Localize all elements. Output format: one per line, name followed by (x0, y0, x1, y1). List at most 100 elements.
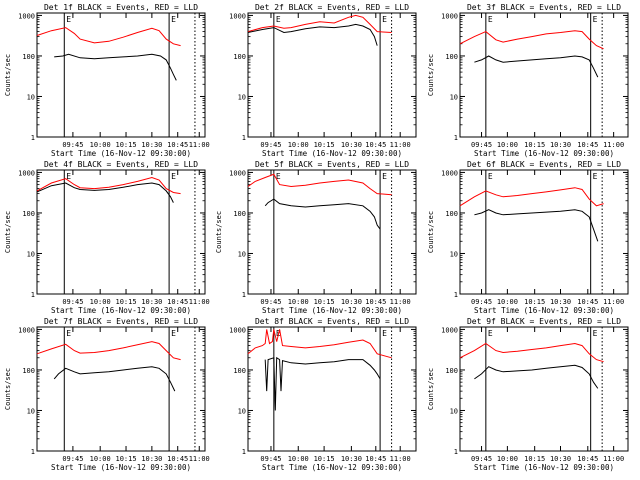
y-tick-label: 10 (27, 407, 35, 415)
x-tick-label: 10:00 (288, 455, 309, 463)
x-tick-label: 10:15 (115, 455, 136, 463)
x-tick-label: 09:45 (62, 298, 83, 306)
marker-label: E (171, 15, 176, 24)
y-axis-label: Counts/sec (427, 368, 435, 410)
series-black-events (474, 364, 599, 389)
series-red-lld (247, 14, 392, 33)
y-tick-label: 100 (445, 367, 458, 375)
y-tick-label: 100 (233, 367, 246, 375)
plot-frame (459, 326, 629, 452)
x-tick-label: 10:45 (167, 141, 188, 149)
x-tick-label: 10:15 (314, 298, 335, 306)
series-red-lld (247, 173, 392, 196)
y-tick-label: 10 (450, 93, 458, 101)
chart-title: Det 3f BLACK = Events, RED = LLD (467, 3, 621, 12)
x-tick-label: 09:45 (62, 455, 83, 463)
x-tick-label: 10:30 (341, 298, 362, 306)
x-tick-label: 09:45 (260, 455, 281, 463)
chart-panel-9: Det 9f BLACK = Events, RED = LLD 1 10 100 10… (427, 317, 629, 472)
chart-title: Det 7f BLACK = Events, RED = LLD (44, 317, 198, 326)
x-tick-label: 10:15 (524, 455, 545, 463)
marker-label: E (488, 15, 493, 24)
y-tick-label: 1 (454, 134, 458, 142)
x-axis-label: Start Time (16-Nov-12 09:30:00) (262, 306, 402, 315)
x-tick-label: 11:00 (189, 455, 210, 463)
plot-frame (36, 12, 206, 138)
y-tick-label: 100 (445, 53, 458, 61)
series-black-events (54, 53, 177, 81)
x-tick-label: 11:00 (603, 455, 624, 463)
x-tick-label: 10:00 (288, 141, 309, 149)
marker-label: E (66, 329, 71, 338)
x-tick-label: 10:45 (365, 298, 386, 306)
series-red-lld (459, 30, 604, 50)
chart-panel-4: Det 4f BLACK = Events, RED = LLD 1 10 100 10… (4, 160, 210, 315)
y-axis-label: Counts/sec (427, 211, 435, 253)
x-tick-label: 10:15 (314, 455, 335, 463)
x-tick-label: 10:30 (141, 141, 162, 149)
x-tick-label: 10:00 (497, 455, 518, 463)
y-axis-label: Counts/sec (215, 211, 223, 253)
chart-title: Det 1f BLACK = Events, RED = LLD (44, 3, 198, 12)
x-tick-label: 10:45 (577, 455, 598, 463)
x-tick-label: 10:45 (577, 298, 598, 306)
x-tick-label: 10:00 (497, 298, 518, 306)
x-tick-label: 09:45 (471, 455, 492, 463)
chart-title: Det 5f BLACK = Events, RED = LLD (255, 160, 409, 169)
x-tick-label: 09:45 (260, 298, 281, 306)
x-tick-label: 10:30 (341, 455, 362, 463)
plot-frame (247, 326, 417, 452)
x-tick-label: 09:45 (471, 141, 492, 149)
series-black-events (264, 198, 381, 230)
chart-title: Det 8f BLACK = Events, RED = LLD (255, 317, 409, 326)
series-red-lld (459, 342, 604, 363)
chart-panel-8: Det 8f BLACK = Events, RED = LLD 1 10 100 10… (229, 317, 417, 472)
series-black-events (474, 55, 599, 78)
y-tick-label: 1000 (18, 169, 35, 177)
x-tick-label: 10:45 (167, 298, 188, 306)
y-tick-label: 1 (242, 448, 246, 456)
y-tick-label: 100 (233, 53, 246, 61)
plot-frame (247, 169, 417, 295)
plot-frame (36, 326, 206, 452)
y-tick-label: 10 (238, 250, 246, 258)
y-tick-label: 1 (31, 134, 35, 142)
chart-panel-5: Det 5f BLACK = Events, RED = LLD 1 10 100 10… (215, 160, 417, 315)
y-tick-label: 100 (22, 367, 35, 375)
chart-title: Det 4f BLACK = Events, RED = LLD (44, 160, 198, 169)
y-axis-label: Counts/sec (427, 54, 435, 96)
plot-frame (459, 169, 629, 295)
x-tick-label: 10:30 (141, 298, 162, 306)
plot-frame (247, 12, 417, 138)
marker-label: E (488, 172, 493, 181)
x-tick-label: 11:00 (390, 455, 411, 463)
chart-panel-1: Det 1f BLACK = Events, RED = LLD 1 10 100 10… (4, 3, 210, 158)
y-tick-label: 10 (450, 407, 458, 415)
x-tick-label: 11:00 (603, 141, 624, 149)
x-tick-label: 10:30 (141, 455, 162, 463)
x-tick-label: 10:30 (550, 298, 571, 306)
y-tick-label: 1 (454, 448, 458, 456)
series-red-lld (459, 187, 604, 207)
y-tick-label: 10 (450, 250, 458, 258)
x-tick-label: 10:00 (90, 141, 111, 149)
x-tick-label: 10:30 (550, 141, 571, 149)
series-black-events (264, 356, 381, 411)
y-tick-label: 1 (31, 291, 35, 299)
x-tick-label: 10:00 (288, 298, 309, 306)
chart-panel-7: Det 7f BLACK = Events, RED = LLD 1 10 100 10… (4, 317, 210, 472)
series-red-lld (36, 176, 181, 195)
y-tick-label: 1000 (441, 169, 458, 177)
x-tick-label: 10:45 (365, 141, 386, 149)
x-axis-label: Start Time (16-Nov-12 09:30:00) (51, 463, 191, 472)
x-axis-label: Start Time (16-Nov-12 09:30:00) (474, 306, 614, 315)
chart-title: Det 9f BLACK = Events, RED = LLD (467, 317, 621, 326)
x-tick-label: 10:15 (115, 141, 136, 149)
y-tick-label: 1 (31, 448, 35, 456)
marker-label: E (382, 15, 387, 24)
x-axis-label: Start Time (16-Nov-12 09:30:00) (474, 149, 614, 158)
marker-label: E (593, 15, 598, 24)
marker-label: E (488, 329, 493, 338)
x-tick-label: 10:00 (90, 298, 111, 306)
